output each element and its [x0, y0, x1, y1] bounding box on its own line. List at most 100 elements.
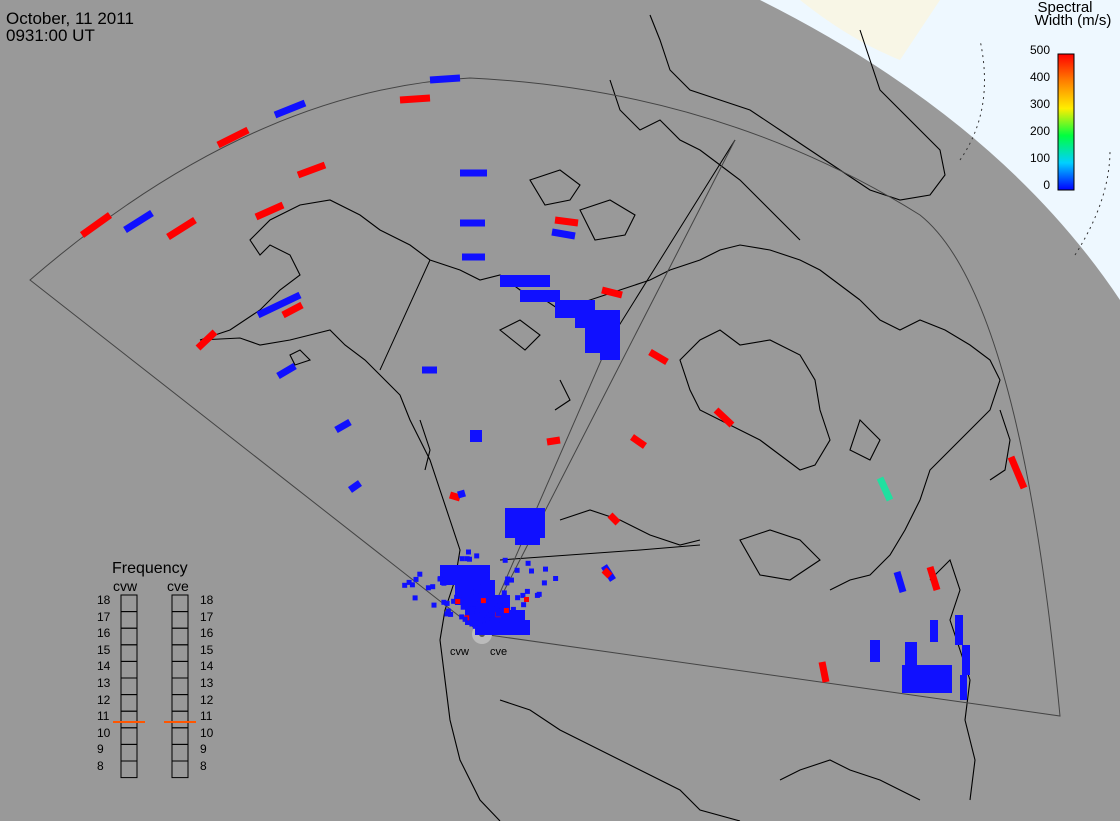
echo-cluster: [520, 290, 560, 302]
echo-cell: [484, 615, 490, 621]
frequency-level-label: 14: [200, 659, 214, 674]
fov-outline: [29, 77, 1061, 717]
coastlines: [199, 14, 1011, 821]
echo-cell: [497, 598, 503, 604]
frequency-level-label: 9: [97, 742, 104, 757]
colorbar-tick-label: 200: [1029, 124, 1050, 138]
colorbar-tick-label: 300: [1029, 97, 1050, 111]
echo-segment: [893, 570, 907, 594]
echo-cell: [412, 595, 418, 601]
frequency-cell: [120, 760, 138, 779]
echo-cell: [464, 556, 470, 562]
echo-cell: [524, 597, 529, 602]
echo-segment: [601, 286, 623, 299]
echo-cluster: [490, 620, 530, 635]
site-label-cve: cve: [490, 646, 508, 658]
echo-segment: [334, 418, 352, 434]
echo-cell: [466, 549, 471, 555]
latitude-circle-2: [1074, 149, 1111, 256]
echo-cell: [503, 608, 509, 613]
echo-segment: [216, 126, 250, 149]
time-label: 0931:00 UT: [6, 26, 95, 45]
echo-segment: [448, 491, 462, 502]
echo-cell: [406, 579, 412, 585]
frequency-columns: [113, 594, 196, 779]
echo-cell: [480, 598, 486, 604]
echo-cell: [494, 617, 500, 623]
colorbar-tick-label: 0: [1043, 178, 1050, 192]
colorbar-tick-label: 100: [1029, 151, 1050, 165]
echo-cell: [462, 616, 468, 622]
echo-cell: [520, 592, 526, 598]
echo-cell: [455, 599, 461, 604]
colorbar-title-line2: Width (m/s): [1034, 12, 1112, 29]
echo-segment: [818, 661, 830, 683]
echo-cluster: [962, 645, 970, 675]
echo-cell: [543, 566, 548, 572]
frequency-cell: [171, 760, 189, 779]
echo-segment: [347, 480, 363, 493]
echo-cell: [529, 568, 534, 574]
echo-segment: [79, 212, 113, 238]
echo-cell: [553, 576, 559, 581]
colorbar-gradient: [1057, 53, 1075, 191]
echo-cell: [484, 585, 489, 590]
echo-cell: [488, 609, 494, 615]
frequency-level-label: 17: [97, 609, 111, 624]
frequency-level-label: 17: [200, 609, 214, 624]
echo-segment: [554, 216, 579, 227]
echo-segment: [256, 291, 302, 319]
echo-cell: [413, 576, 419, 582]
echo-cell: [454, 594, 460, 600]
echo-cell: [476, 617, 482, 622]
site-label-cvw: cvw: [450, 646, 469, 658]
frequency-level-label: 15: [97, 642, 111, 657]
echo-cell: [525, 560, 531, 566]
radar-echoes: [79, 74, 1028, 700]
echo-cluster: [902, 665, 952, 693]
frequency-level-label: 13: [200, 676, 214, 690]
frequency-level-label: 18: [97, 593, 111, 607]
echo-cell: [494, 603, 500, 609]
echo-segment: [254, 201, 285, 221]
echo-cluster: [470, 430, 482, 442]
echo-cell: [437, 576, 443, 582]
echo-cell: [521, 602, 527, 608]
echo-cluster: [960, 675, 967, 700]
frequency-level-label: 8: [97, 759, 104, 773]
echo-cell: [504, 580, 510, 586]
echo-cell: [475, 579, 481, 585]
frequency-level-label: 16: [200, 626, 214, 641]
echo-segment: [546, 436, 561, 446]
frequency-level-label: 8: [200, 759, 207, 773]
echo-segment: [601, 567, 613, 579]
echo-segment: [281, 301, 304, 319]
echo-cell: [459, 614, 465, 620]
echo-cell: [469, 621, 475, 627]
frequency-col-cvw: cvw: [113, 578, 138, 594]
echo-cell: [409, 582, 415, 588]
echo-cell: [477, 588, 483, 594]
echo-cell: [425, 585, 431, 591]
echo-cell: [473, 594, 479, 599]
frequency-level-label: 9: [200, 742, 207, 757]
echo-cell: [473, 589, 479, 595]
polar-region: [760, 0, 1120, 300]
echo-cluster: [500, 275, 550, 287]
polar-land: [800, 0, 940, 60]
echo-cell: [500, 598, 506, 604]
frequency-level-label: 10: [97, 725, 111, 740]
echo-cell: [541, 580, 547, 586]
frequency-level-label: 12: [97, 692, 111, 707]
frequency-level-label: 11: [97, 709, 110, 724]
frequency-level-label: 13: [97, 676, 111, 690]
echo-cell: [483, 572, 489, 578]
echo-cluster: [515, 520, 540, 545]
echo-segment: [1007, 455, 1028, 490]
echo-cell: [417, 571, 423, 577]
echo-cell: [441, 599, 447, 605]
echo-segment: [457, 489, 466, 499]
echo-cell: [468, 585, 474, 591]
echo-segment: [648, 348, 669, 366]
